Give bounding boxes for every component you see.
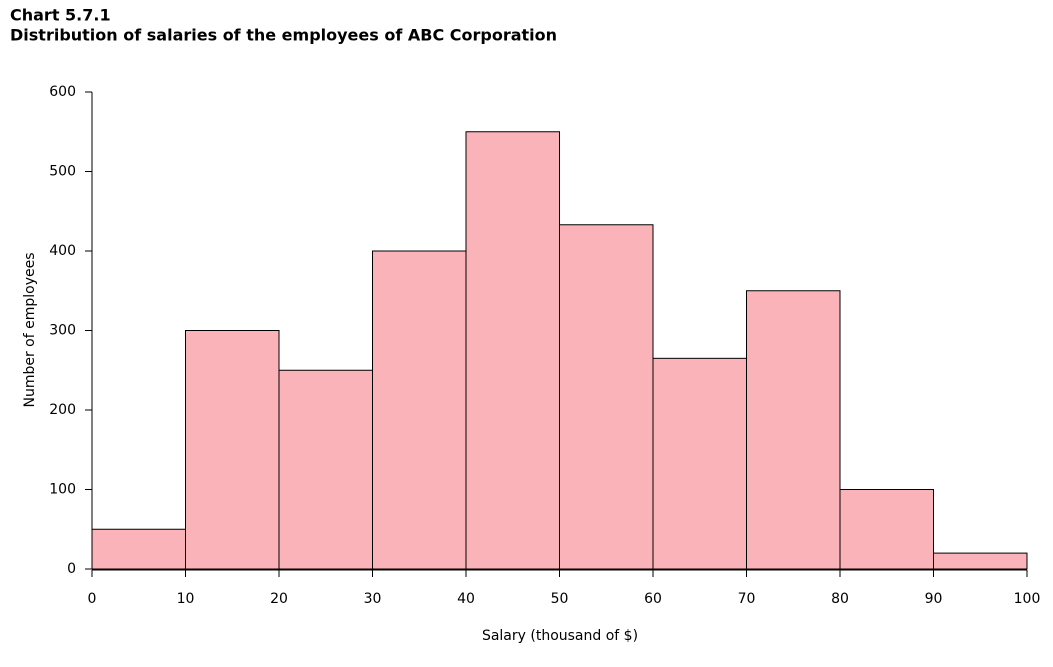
bar (933, 552, 1028, 570)
x-tick-label: 10 (177, 591, 195, 607)
bar (652, 357, 747, 570)
bar (372, 250, 467, 570)
y-tick-label: 100 (49, 482, 76, 498)
chart-title: Chart 5.7.1 (10, 6, 111, 25)
y-tick-label: 400 (49, 243, 76, 259)
x-tick-label: 50 (551, 591, 569, 607)
bar (746, 290, 841, 570)
bar (559, 224, 654, 570)
x-tick-label: 20 (270, 591, 288, 607)
x-tick-label: 90 (925, 591, 943, 607)
x-tick-label: 100 (1014, 591, 1041, 607)
y-axis-label: Number of employees (22, 252, 38, 407)
bar (91, 528, 186, 570)
y-tick-label: 200 (49, 402, 76, 418)
chart-subtitle: Distribution of salaries of the employee… (10, 26, 557, 45)
x-tick-label: 30 (364, 591, 382, 607)
x-axis-label: Salary (thousand of $) (482, 628, 638, 644)
y-tick-label: 0 (67, 561, 76, 577)
x-tick-label: 70 (738, 591, 756, 607)
x-tick-label: 60 (644, 591, 662, 607)
bar (465, 131, 560, 570)
bar (185, 330, 280, 570)
x-tick-label: 80 (831, 591, 849, 607)
x-tick-label: 0 (88, 591, 97, 607)
x-tick-label: 40 (457, 591, 475, 607)
y-tick-label: 300 (49, 323, 76, 339)
y-tick-label: 500 (49, 164, 76, 180)
bar (839, 489, 934, 570)
bar (278, 369, 373, 570)
y-tick-label: 600 (49, 84, 76, 100)
